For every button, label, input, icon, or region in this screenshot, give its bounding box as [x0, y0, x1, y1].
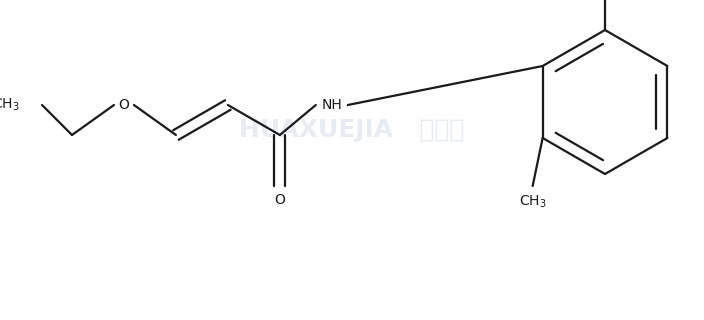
Text: NH: NH — [322, 98, 342, 112]
Text: CH$_3$: CH$_3$ — [0, 97, 20, 113]
Text: O: O — [275, 193, 285, 207]
Text: HUAXUEJIA   化学加: HUAXUEJIA 化学加 — [239, 118, 465, 142]
Text: CH$_3$: CH$_3$ — [519, 194, 546, 210]
Text: O: O — [118, 98, 130, 112]
